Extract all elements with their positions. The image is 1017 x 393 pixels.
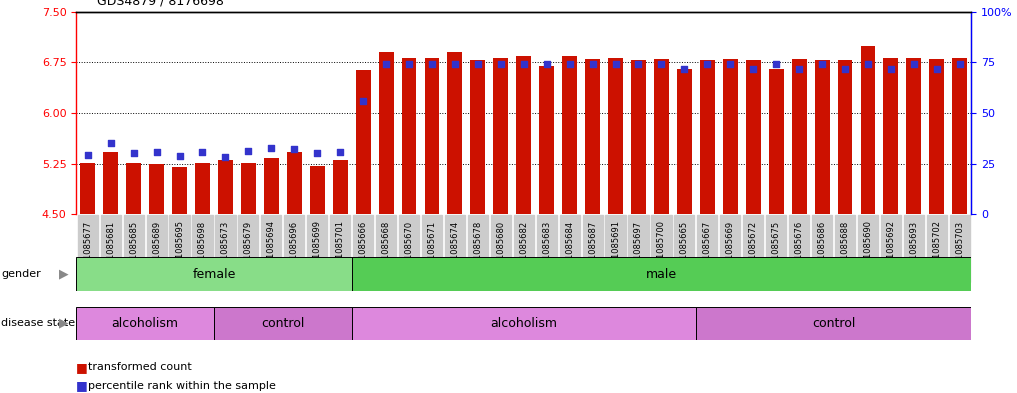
Point bbox=[722, 61, 738, 68]
Bar bbox=[723, 59, 737, 214]
Bar bbox=[608, 58, 623, 214]
Point bbox=[676, 66, 693, 72]
Point bbox=[585, 61, 601, 68]
Point bbox=[125, 150, 141, 156]
Text: alcoholism: alcoholism bbox=[112, 317, 179, 330]
Bar bbox=[884, 58, 898, 214]
Bar bbox=[517, 56, 531, 214]
Bar bbox=[80, 163, 96, 214]
Bar bbox=[76, 307, 214, 340]
Bar bbox=[838, 60, 852, 214]
Point bbox=[194, 149, 211, 155]
Bar bbox=[218, 160, 233, 214]
Point bbox=[561, 61, 578, 68]
Point bbox=[172, 153, 188, 159]
Point bbox=[79, 152, 96, 158]
Text: alcoholism: alcoholism bbox=[490, 317, 557, 330]
Bar bbox=[263, 158, 279, 214]
Text: ■: ■ bbox=[76, 361, 88, 374]
Point bbox=[906, 61, 922, 68]
Bar bbox=[149, 163, 164, 214]
Text: female: female bbox=[192, 268, 236, 281]
Point bbox=[768, 61, 784, 68]
Text: ■: ■ bbox=[76, 379, 88, 393]
Point bbox=[424, 61, 440, 68]
Bar bbox=[654, 59, 669, 214]
Bar bbox=[76, 257, 352, 291]
Text: transformed count: transformed count bbox=[88, 362, 192, 373]
Point bbox=[492, 61, 508, 68]
Bar bbox=[493, 58, 508, 214]
Point bbox=[218, 154, 234, 160]
Point bbox=[883, 66, 899, 72]
Point bbox=[446, 61, 463, 68]
Bar bbox=[402, 58, 417, 214]
Text: control: control bbox=[812, 317, 855, 330]
Bar bbox=[378, 52, 394, 214]
Point bbox=[859, 61, 876, 68]
Text: male: male bbox=[646, 268, 677, 281]
Point bbox=[470, 61, 486, 68]
Bar bbox=[241, 163, 256, 214]
Bar bbox=[471, 60, 485, 214]
Point bbox=[263, 145, 280, 151]
Text: percentile rank within the sample: percentile rank within the sample bbox=[88, 381, 277, 391]
Text: control: control bbox=[261, 317, 304, 330]
Point bbox=[631, 61, 647, 68]
Bar bbox=[424, 58, 439, 214]
Bar bbox=[677, 69, 692, 214]
Bar bbox=[696, 307, 971, 340]
Text: ▶: ▶ bbox=[59, 317, 68, 330]
Bar bbox=[745, 60, 761, 214]
Point bbox=[929, 66, 945, 72]
Bar bbox=[791, 59, 806, 214]
Bar bbox=[333, 160, 348, 214]
Bar bbox=[815, 60, 830, 214]
Bar bbox=[352, 257, 971, 291]
Point bbox=[240, 148, 256, 154]
Text: gender: gender bbox=[1, 269, 41, 279]
Point bbox=[103, 140, 119, 146]
Point bbox=[653, 61, 669, 68]
Point bbox=[814, 61, 830, 68]
Bar bbox=[952, 58, 967, 214]
Point bbox=[791, 66, 807, 72]
Text: GDS4879 / 8176698: GDS4879 / 8176698 bbox=[97, 0, 224, 8]
Point bbox=[148, 149, 165, 155]
Bar bbox=[769, 69, 784, 214]
Bar bbox=[860, 46, 876, 214]
Point bbox=[539, 61, 555, 68]
Point bbox=[745, 66, 762, 72]
Bar bbox=[214, 307, 352, 340]
Text: ▶: ▶ bbox=[59, 268, 68, 281]
Point bbox=[286, 146, 302, 152]
Bar bbox=[356, 70, 370, 214]
Point bbox=[332, 149, 348, 155]
Bar bbox=[539, 66, 554, 214]
Bar bbox=[930, 59, 944, 214]
Bar bbox=[126, 163, 141, 214]
Bar bbox=[104, 152, 118, 214]
Point bbox=[355, 98, 371, 104]
Bar bbox=[631, 60, 646, 214]
Point bbox=[378, 61, 395, 68]
Bar bbox=[585, 59, 600, 214]
Bar bbox=[562, 56, 577, 214]
Point bbox=[952, 61, 968, 68]
Bar bbox=[310, 165, 324, 214]
Text: disease state: disease state bbox=[1, 318, 75, 328]
Bar bbox=[906, 58, 921, 214]
Point bbox=[516, 61, 532, 68]
Point bbox=[309, 150, 325, 156]
Bar bbox=[195, 163, 210, 214]
Point bbox=[401, 61, 417, 68]
Bar bbox=[352, 307, 696, 340]
Point bbox=[700, 61, 716, 68]
Point bbox=[607, 61, 623, 68]
Bar bbox=[700, 60, 715, 214]
Bar bbox=[447, 52, 463, 214]
Point bbox=[837, 66, 853, 72]
Bar bbox=[172, 167, 187, 214]
Bar bbox=[287, 152, 302, 214]
